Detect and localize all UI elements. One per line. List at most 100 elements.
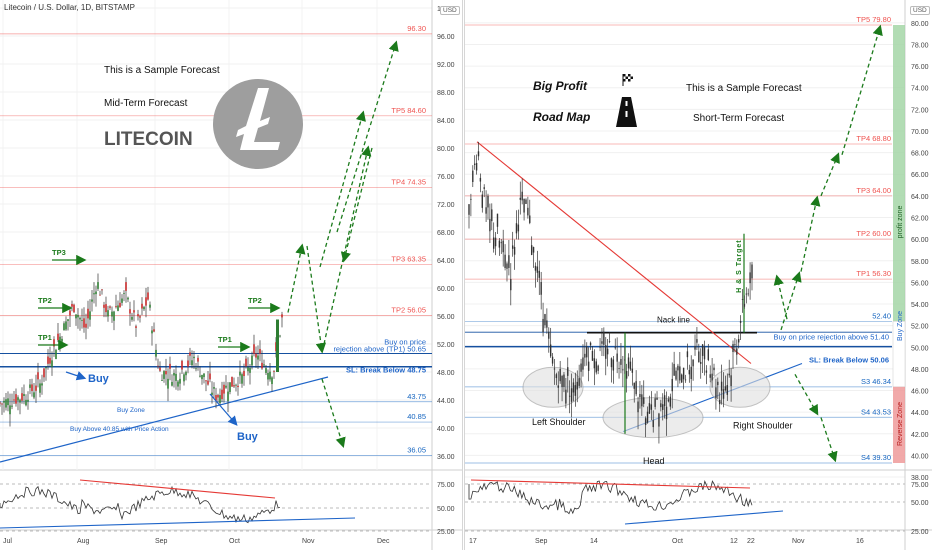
candle-body: [245, 358, 247, 367]
candle-body: [161, 380, 163, 382]
candle-body: [95, 291, 97, 295]
candle-body: [249, 367, 251, 373]
left-chart-canvas[interactable]: 100.0096.0092.0088.0084.0080.0076.0072.0…: [0, 0, 462, 550]
forecast-arrow: [820, 152, 840, 197]
price-tick-label: 72.00: [437, 202, 455, 209]
road-map-title: Road Map: [533, 110, 590, 124]
level-label: TP5 84.60: [391, 106, 426, 115]
candle-body: [135, 326, 137, 328]
candle-body: [41, 383, 43, 386]
candle-body: [572, 382, 575, 393]
candle-body: [527, 207, 529, 216]
candle-body: [587, 361, 590, 371]
price-tick-label: 88.00: [437, 90, 455, 97]
candle-body: [21, 393, 23, 401]
candle-body: [614, 347, 616, 349]
time-tick-label: Aug: [77, 538, 90, 545]
candle-body: [235, 384, 237, 386]
candle-body: [688, 369, 691, 375]
level-label: 43.75: [407, 392, 426, 401]
rsi-tick-label: 50.00: [911, 500, 929, 507]
candle-body: [506, 263, 508, 269]
road-marking: [625, 111, 628, 117]
right-chart-canvas[interactable]: 80.00 78.00 76.00 74.00 72.00 70.00 68.00 66.00…: [465, 0, 932, 550]
big-profit-title: Big Profit: [533, 79, 588, 93]
price-tick-label: 36.00: [437, 454, 455, 461]
candle-body: [43, 368, 45, 378]
forecast-arrow: [780, 271, 802, 331]
time-tick-label: Jul: [3, 538, 12, 545]
candle-body: [265, 368, 267, 373]
candle-body: [25, 399, 27, 406]
right-chart-panel[interactable]: 80.00 78.00 76.00 74.00 72.00 70.00 68.00 66.00…: [464, 0, 932, 550]
candle-body: [145, 297, 147, 306]
candle-body: [510, 279, 512, 291]
candle-body: [475, 162, 478, 171]
rsi-resistance-line: [470, 479, 751, 489]
price-tick-label: 78.00: [911, 42, 929, 49]
candle-body: [508, 255, 510, 268]
candle-body: [747, 293, 749, 295]
time-tick-label: Nov: [302, 538, 315, 545]
time-tick-label: Oct: [229, 538, 240, 545]
time-tick-label: Nov: [792, 538, 805, 545]
candle-body: [692, 359, 694, 367]
candle-body: [538, 270, 540, 278]
candle-body: [555, 374, 558, 379]
tp-tag: TP3: [52, 248, 66, 257]
candle-body: [717, 381, 719, 386]
candle-body: [81, 320, 83, 321]
candle-body: [709, 374, 711, 378]
forecast-title: This is a Sample Forecast: [686, 83, 802, 94]
left-chart-panel[interactable]: 100.0096.0092.0088.0084.0080.0076.0072.0…: [0, 0, 463, 550]
candle-body: [675, 370, 677, 380]
stop-loss-text: SL: Break Below 48.75: [346, 366, 426, 375]
candle-body: [39, 383, 41, 393]
price-tick-label: 40.00: [437, 426, 455, 433]
candle-body: [87, 308, 89, 319]
candle-body: [149, 304, 151, 308]
level-label: TP3 63.35: [391, 255, 426, 264]
price-tick-label: 56.00: [437, 314, 455, 321]
candle-body: [191, 360, 193, 366]
candle-body: [155, 349, 157, 357]
candle-body: [67, 319, 69, 321]
candle-body: [237, 385, 239, 388]
candle-body: [177, 381, 179, 387]
candle-body: [601, 341, 603, 344]
candle-body: [551, 356, 554, 364]
candle-body: [1, 403, 3, 405]
forecast-arrow: [800, 195, 821, 272]
candle-body: [53, 339, 55, 347]
candle-body: [23, 394, 25, 396]
left-chart-header: Litecoin / U.S. Dollar, 1D, BITSTAMP: [4, 3, 136, 12]
candle-body: [5, 399, 7, 408]
candle-body: [561, 376, 563, 388]
candle-body: [736, 348, 738, 355]
candle-body: [171, 381, 173, 386]
right-currency-badge[interactable]: USD: [910, 6, 930, 15]
tp-tag: TP1: [218, 335, 232, 344]
candle-body: [0, 402, 1, 404]
candle-body: [576, 381, 578, 390]
price-tick-label: 70.00: [911, 129, 929, 136]
level-label: TP5 79.80: [856, 15, 891, 24]
candle-body: [536, 266, 539, 273]
left-currency-badge[interactable]: USD: [440, 6, 460, 15]
candle-body: [745, 293, 748, 295]
forecast-arrow: [841, 24, 883, 155]
candle-body: [703, 347, 706, 360]
candle-body: [79, 317, 81, 320]
candle-body: [639, 393, 641, 398]
candle-body: [187, 360, 189, 367]
forecast-subtitle: Short-Term Forecast: [693, 113, 784, 124]
candle-body: [11, 405, 13, 407]
candle-body: [529, 215, 531, 223]
candle-body: [597, 365, 599, 371]
candle-body: [183, 374, 185, 382]
candle-body: [219, 395, 221, 404]
time-tick-label: Sep: [535, 538, 548, 545]
candle-body: [117, 305, 119, 311]
candle-body: [131, 316, 133, 320]
time-tick-label: Dec: [377, 538, 390, 545]
